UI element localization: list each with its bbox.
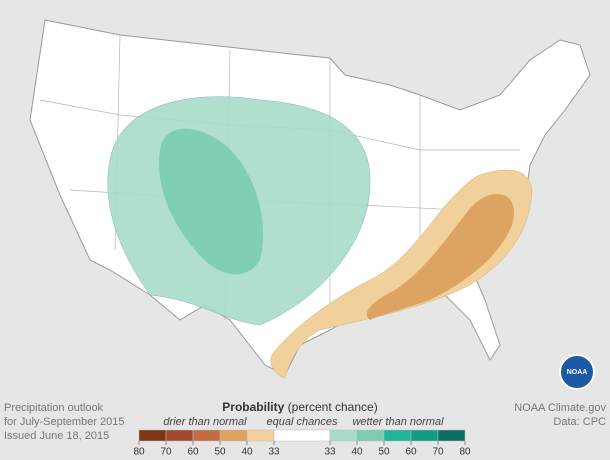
- legend-title-note: (percent chance): [288, 400, 378, 414]
- noaa-logo: [559, 354, 595, 390]
- legend-swatch: [356, 429, 385, 442]
- legend-tick-label: 50: [378, 447, 390, 458]
- caption-line: Issued June 18, 2015: [4, 430, 109, 442]
- legend-tick-label: 80: [459, 447, 471, 458]
- equal-label: equal chances: [267, 416, 338, 428]
- wetter-label: wetter than normal: [352, 416, 444, 428]
- legend-swatch: [246, 429, 275, 442]
- legend-swatch: [437, 429, 466, 442]
- legend-swatch: [138, 429, 167, 442]
- legend-swatch: [165, 429, 194, 442]
- legend-tick-label: 33: [324, 447, 336, 458]
- wetter-50-region: [159, 128, 264, 275]
- legend-swatch: [273, 429, 331, 442]
- logo-text: NOAA: [567, 369, 588, 376]
- legend-title-main: Probability: [222, 400, 284, 414]
- credit-line: Data: CPC: [553, 416, 606, 428]
- legend-swatch: [329, 429, 358, 442]
- legend-swatch: [192, 429, 221, 442]
- legend-tick-label: 80: [133, 447, 145, 458]
- drier-label: drier than normal: [163, 416, 247, 428]
- credit-line: NOAA Climate.gov: [514, 402, 606, 414]
- legend-tick-label: 40: [351, 447, 363, 458]
- legend-tick-label: 33: [268, 447, 280, 458]
- legend-swatch: [410, 429, 439, 442]
- legend-tick-label: 70: [432, 447, 444, 458]
- caption-line: Precipitation outlook: [4, 402, 104, 414]
- legend-tick-label: 50: [214, 447, 226, 458]
- legend-swatch: [219, 429, 248, 442]
- legend: 80 70 60 50 40 33 33 40 50 60 70 80: [133, 429, 471, 458]
- legend-tick-label: 60: [187, 447, 199, 458]
- legend-tick-label: 70: [160, 447, 172, 458]
- legend-title: Probability (percent chance): [222, 400, 377, 414]
- legend-tick-label: 40: [241, 447, 253, 458]
- legend-swatch: [383, 429, 412, 442]
- drier-40-region: [366, 194, 514, 320]
- legend-tick-label: 60: [405, 447, 417, 458]
- caption-line: for July-September 2015: [4, 416, 124, 428]
